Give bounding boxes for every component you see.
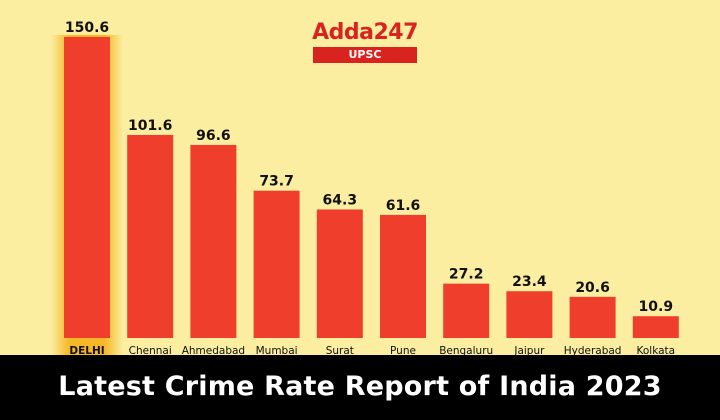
value-label-jaipur: 23.4	[512, 274, 547, 290]
value-label-ahmedabad: 96.6	[196, 128, 231, 144]
brand-tag: UPSC	[313, 47, 417, 63]
category-label-jaipur: Jaipur	[513, 345, 545, 355]
category-labels-group: DELHI Chennai Ahmedabad Mumbai Surat Pune Beng…	[69, 345, 675, 355]
bar-hyderabad	[569, 296, 616, 338]
value-label-surat: 64.3	[323, 192, 358, 208]
category-label-bengaluru: Bengaluru	[439, 345, 493, 355]
bars-group	[51, 35, 679, 355]
category-label-ahmedabad: Ahmedabad	[182, 345, 245, 355]
value-labels-group: 150.6 101.6 96.6 73.7 64.3 61.6 27.2 23.4 20.6 10…	[65, 20, 673, 315]
category-label-kolkata: Kolkata	[637, 345, 676, 355]
value-label-chennai: 101.6	[128, 118, 172, 134]
value-label-pune: 61.6	[386, 198, 421, 214]
value-label-kolkata: 10.9	[639, 299, 674, 315]
category-label-hyderabad: Hyderabad	[564, 345, 622, 355]
value-label-bengaluru: 27.2	[449, 267, 484, 283]
value-label-hyderabad: 20.6	[575, 280, 610, 296]
brand-logo: Adda247 UPSC	[311, 20, 419, 64]
bar-jaipur	[506, 291, 553, 338]
bar-ahmedabad	[190, 144, 237, 338]
category-label-surat: Surat	[326, 345, 354, 355]
bar-surat	[316, 209, 363, 338]
category-label-mumbai: Mumbai	[256, 345, 298, 355]
bar-mumbai	[253, 190, 300, 338]
value-label-delhi: 150.6	[65, 20, 109, 36]
category-label-delhi: DELHI	[69, 345, 104, 355]
bar-bengaluru	[443, 283, 490, 338]
category-label-pune: Pune	[390, 345, 416, 355]
value-label-mumbai: 73.7	[259, 174, 294, 190]
brand-name: Adda247	[312, 20, 418, 45]
bar-pune	[380, 214, 426, 338]
category-label-chennai: Chennai	[129, 345, 172, 355]
footer-title: Latest Crime Rate Report of India 2023	[0, 355, 720, 420]
bar-kolkata	[632, 316, 679, 338]
bar-delhi	[64, 37, 110, 338]
bar-chennai	[127, 134, 174, 338]
bar-chart: 150.6 101.6 96.6 73.7 64.3 61.6 27.2 23.4 20.6 10…	[51, 20, 679, 355]
